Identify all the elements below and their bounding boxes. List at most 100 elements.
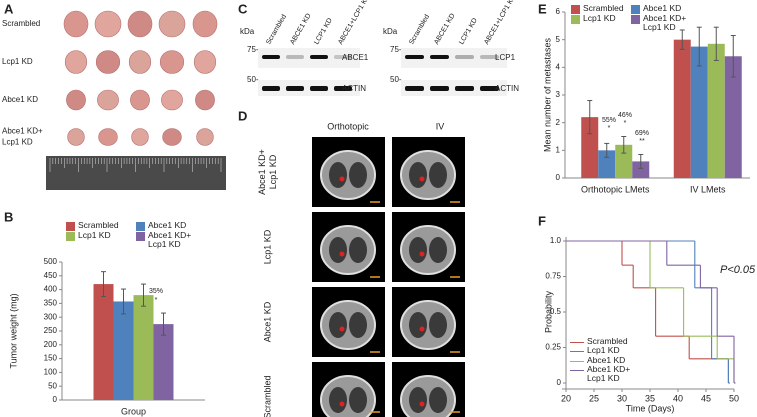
panel-label: A bbox=[4, 1, 14, 16]
ct-lung bbox=[429, 237, 447, 263]
ct-body bbox=[400, 375, 456, 417]
tumor bbox=[130, 89, 150, 111]
band-label: ACTIN bbox=[495, 84, 519, 93]
legend-swatch bbox=[136, 232, 145, 241]
y-tick-label: 1 bbox=[556, 145, 561, 154]
ct-lung bbox=[329, 387, 347, 413]
bar bbox=[690, 46, 708, 179]
band bbox=[405, 86, 424, 91]
band bbox=[480, 86, 499, 91]
ct-body bbox=[320, 225, 376, 275]
lane-label: LCP1 KD bbox=[458, 17, 479, 46]
panel-label: D bbox=[238, 108, 247, 123]
row-label: Lcp1 KD bbox=[2, 57, 33, 66]
column-label: Orthotopic bbox=[327, 121, 369, 131]
legend-text: Abce1 KD bbox=[587, 354, 626, 365]
band bbox=[262, 55, 280, 59]
legend-item: Abce1 KD bbox=[136, 220, 206, 231]
legend-swatch bbox=[570, 370, 584, 372]
legend-text: Abce1 KD bbox=[643, 3, 682, 13]
ct-lung bbox=[349, 237, 367, 263]
band bbox=[430, 86, 449, 91]
legend-text: Lcp1 KD bbox=[78, 230, 111, 240]
annotation: ** bbox=[639, 138, 645, 145]
marker: 50- bbox=[390, 75, 402, 84]
tumor bbox=[66, 89, 86, 111]
y-tick-label: 1.0 bbox=[550, 236, 562, 245]
legend-item: Abce1 KD+ Lcp1 KD bbox=[631, 13, 691, 33]
panel-label: C bbox=[238, 1, 248, 16]
ct-lung bbox=[349, 312, 367, 338]
unit-label: kDa bbox=[240, 27, 255, 36]
row-label: Lcp1 KD bbox=[2, 138, 33, 147]
x-tick-label: 45 bbox=[701, 393, 711, 403]
ct-lung bbox=[429, 162, 447, 188]
row-label: Lcp1 KD bbox=[268, 154, 278, 189]
legend-text: Scrambled bbox=[587, 336, 628, 346]
bar bbox=[133, 295, 154, 400]
legend-swatch bbox=[571, 15, 580, 24]
tumor bbox=[196, 128, 214, 146]
ct-lung bbox=[409, 162, 427, 188]
ct-lesion bbox=[339, 176, 345, 182]
row-label: Lcp1 KD bbox=[262, 229, 272, 264]
legend-swatch bbox=[66, 232, 75, 241]
legend-item: Scrambled bbox=[66, 220, 136, 231]
y-tick-label: 2 bbox=[556, 118, 561, 127]
y-tick-label: 3 bbox=[556, 90, 561, 99]
ct-lesion bbox=[339, 326, 345, 332]
legend-swatch bbox=[66, 222, 75, 231]
tumor bbox=[98, 128, 118, 146]
band bbox=[480, 55, 499, 59]
band bbox=[310, 86, 328, 91]
marker: 75- bbox=[247, 45, 259, 54]
ruler bbox=[46, 156, 226, 190]
tumor bbox=[64, 50, 88, 74]
bar bbox=[598, 150, 616, 178]
y-tick-label: 400 bbox=[44, 285, 58, 294]
legend-text: Scrambled bbox=[78, 220, 119, 230]
tumor bbox=[67, 128, 85, 146]
x-tick-label: IV LMets bbox=[690, 184, 726, 194]
legend-item: Abce1 KD bbox=[570, 354, 640, 365]
x-tick-label: Orthotopic LMets bbox=[581, 184, 650, 194]
ct-body bbox=[320, 300, 376, 350]
annotation: P<0.05 bbox=[720, 264, 756, 276]
legend-item: Lcp1 KD bbox=[571, 13, 631, 33]
ct-lesion bbox=[339, 401, 345, 407]
y-tick-label: 0.25 bbox=[545, 343, 561, 352]
lane-label: ABCE1+LCP1 KD bbox=[483, 0, 517, 46]
band bbox=[286, 55, 304, 59]
legend-swatch bbox=[631, 15, 640, 24]
y-tick-label: 0.5 bbox=[550, 307, 562, 316]
row-label: Abce1 KD+ bbox=[2, 127, 43, 136]
x-axis-label: Time (Days) bbox=[626, 403, 675, 413]
legend-item: Lcp1 KD bbox=[66, 230, 136, 250]
legend: Scrambled Abce1 KD Lcp1 KD Abce1 KD+ Lcp1 K… bbox=[571, 3, 691, 33]
ct-body bbox=[400, 300, 456, 350]
blot-bg bbox=[258, 80, 360, 96]
bar bbox=[581, 117, 599, 178]
legend: Scrambled Lcp1 KD Abce1 KD Abce1 KD+ Lcp1 K… bbox=[570, 336, 640, 384]
band-label: LCP1 bbox=[495, 53, 516, 62]
legend: Scrambled Abce1 KD Lcp1 KD Abce1 KD+ Lcp1 K… bbox=[66, 220, 206, 250]
y-tick-label: 0 bbox=[53, 395, 58, 404]
ct-body bbox=[320, 375, 376, 417]
ct-body bbox=[400, 225, 456, 275]
legend-swatch bbox=[570, 342, 584, 343]
ct-lung bbox=[329, 237, 347, 263]
legend-swatch bbox=[136, 222, 145, 231]
ct-lung bbox=[429, 387, 447, 413]
band bbox=[455, 86, 474, 91]
tumor bbox=[127, 10, 153, 38]
y-tick-label: 50 bbox=[48, 381, 57, 390]
y-tick-label: 150 bbox=[44, 354, 58, 363]
annotation: 55% bbox=[602, 117, 616, 124]
band-label: ABCE1 bbox=[342, 53, 369, 62]
bar bbox=[93, 284, 114, 400]
panel-label: E bbox=[538, 1, 547, 16]
blot-bg bbox=[401, 48, 507, 68]
annotation: * bbox=[155, 297, 158, 304]
tumor bbox=[162, 128, 182, 146]
